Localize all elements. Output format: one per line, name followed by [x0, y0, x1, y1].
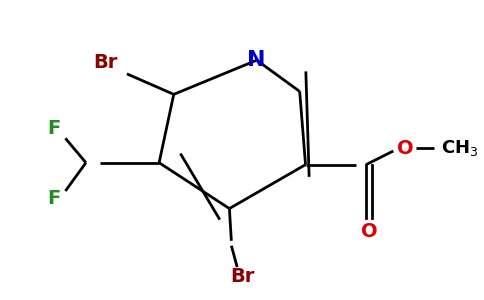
- Text: CH$_3$: CH$_3$: [441, 138, 479, 158]
- Text: Br: Br: [93, 52, 118, 72]
- Text: O: O: [397, 139, 413, 158]
- Text: F: F: [47, 119, 60, 138]
- Text: N: N: [247, 50, 266, 70]
- Text: Br: Br: [230, 267, 254, 286]
- Text: F: F: [47, 189, 60, 208]
- Text: O: O: [361, 223, 378, 242]
